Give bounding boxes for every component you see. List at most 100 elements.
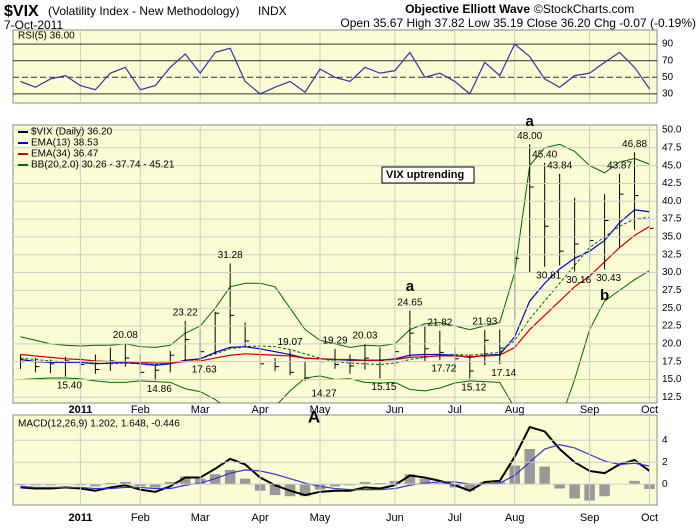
plot-layer: 2011 2011 Feb Feb Mar Mar Apr Apr May May Jun Jun Ju… xyxy=(13,30,682,524)
low-label: 17.63 xyxy=(192,364,217,375)
legend-label: EMA(34) 36.47 xyxy=(31,149,99,160)
legend-label: BB(20,2.0) 30.26 - 37.74 - 45.21 xyxy=(31,160,175,171)
y-tick-label: 2 xyxy=(662,457,668,468)
macd-histogram xyxy=(554,484,565,489)
x-tick-label: Jul xyxy=(448,404,462,416)
y-tick-label: 37.5 xyxy=(662,214,682,225)
annotation: b xyxy=(600,287,609,304)
copyright: ©StockCharts.com xyxy=(534,2,634,16)
y-tick-label: 12.5 xyxy=(662,392,682,403)
x-tick-label: Oct xyxy=(641,512,658,524)
x-tick-label: Apr xyxy=(252,404,269,416)
date: 7-Oct-2011 xyxy=(4,18,63,32)
x-tick-label: Mar xyxy=(191,512,210,524)
high-label: 21.93 xyxy=(472,317,497,328)
macd-histogram xyxy=(359,481,371,485)
y-tick-label: 30.0 xyxy=(662,267,682,278)
y-tick-label: 45.0 xyxy=(662,160,682,171)
macd-legend: MACD(12,26,9) 1.202, 1.648, -0.446 xyxy=(18,419,180,430)
macd-histogram xyxy=(45,484,56,486)
x-tick-label: Apr xyxy=(252,512,269,524)
macd-histogram xyxy=(569,484,580,499)
x-tick-label: Jun xyxy=(386,404,404,416)
macd-histogram xyxy=(269,484,281,496)
y-tick-label: 47.5 xyxy=(662,142,682,153)
high-label: 23.22 xyxy=(173,308,198,319)
macd-histogram xyxy=(299,484,311,497)
rsi-line xyxy=(20,43,651,95)
x-tick-label: Aug xyxy=(505,404,525,416)
low-label: 30.81 xyxy=(536,270,561,281)
annotation: a xyxy=(526,113,535,130)
y-tick-label: 50.0 xyxy=(662,125,682,136)
legend-label: EMA(13) 38.53 xyxy=(31,138,99,149)
y-tick-label: 25.0 xyxy=(662,303,682,314)
x-tick-label: Aug xyxy=(505,512,525,524)
macd-histogram xyxy=(599,484,610,497)
macd-histogram xyxy=(524,449,535,485)
x-tick-label: Sep xyxy=(580,512,600,524)
low-label: 14.27 xyxy=(312,388,337,399)
y-tick-label: 22.5 xyxy=(662,321,682,332)
x-tick-label: May xyxy=(310,512,331,524)
macd-histogram xyxy=(419,478,431,485)
high-label: 24.65 xyxy=(397,297,422,308)
y-tick-label: 32.5 xyxy=(662,249,682,260)
macd-histogram xyxy=(434,483,446,485)
annotation: A xyxy=(308,407,320,426)
macd-histogram xyxy=(239,478,251,485)
annotation-box xyxy=(381,166,475,184)
low-label: 14.86 xyxy=(147,384,172,395)
macd-histogram xyxy=(105,483,116,485)
macd-histogram xyxy=(15,484,26,486)
macd-histogram xyxy=(539,466,550,485)
macd-histogram xyxy=(150,484,161,488)
macd-histogram xyxy=(464,484,476,491)
macd-histogram xyxy=(165,481,176,485)
high-label: 20.03 xyxy=(352,330,377,341)
macd-histogram xyxy=(120,481,131,485)
y-tick-label: 27.5 xyxy=(662,285,682,296)
x-tick-label: Oct xyxy=(641,404,658,416)
macd-histogram xyxy=(90,484,101,487)
low-label: 17.72 xyxy=(431,364,456,375)
y-tick-label: 0 xyxy=(662,479,668,490)
x-tick-label: Jun xyxy=(386,512,404,524)
chart-title: $VIX xyxy=(4,3,39,20)
annotation: VIX uptrending xyxy=(386,169,464,181)
macd-histogram xyxy=(329,484,341,487)
y-tick-label: 90 xyxy=(662,39,674,50)
high-label: 19.29 xyxy=(322,336,347,347)
low-label: 17.14 xyxy=(491,368,516,379)
macd-histogram xyxy=(179,476,191,485)
macd-histogram xyxy=(629,480,640,485)
macd-histogram xyxy=(374,483,386,485)
low-label: 15.40 xyxy=(57,380,82,391)
low-label: 15.12 xyxy=(461,382,486,393)
macd-histogram xyxy=(404,474,416,485)
x-tick-label: Mar xyxy=(191,404,210,416)
low-label: 15.15 xyxy=(371,382,396,393)
high-label: 20.08 xyxy=(113,330,138,341)
high-label: 46.88 xyxy=(622,139,647,150)
high-label: 31.28 xyxy=(218,250,243,261)
low-label: 30.16 xyxy=(566,275,591,286)
high-label: 48.00 xyxy=(517,131,542,142)
x-tick-label: 2011 xyxy=(68,512,92,524)
x-tick-label: Sep xyxy=(580,404,600,416)
high-label: 45.40 xyxy=(532,149,557,160)
annotation: a xyxy=(406,278,415,295)
x-tick-label: Feb xyxy=(131,512,150,524)
macd-line xyxy=(20,444,650,491)
y-tick-label: 17.5 xyxy=(662,356,682,367)
high-label: 19.07 xyxy=(278,337,303,348)
rsi-legend: RSI(5) 36.00 xyxy=(18,31,75,42)
high-label: 43.84 xyxy=(547,161,572,172)
exchange: INDX xyxy=(258,4,287,18)
macd-histogram xyxy=(344,484,356,486)
source: Objective Elliott Wave xyxy=(405,2,530,16)
y-tick-label: 4 xyxy=(662,435,668,446)
y-tick-label: 40.0 xyxy=(662,196,682,207)
macd-histogram xyxy=(224,469,236,485)
y-tick-label: 35.0 xyxy=(662,232,682,243)
